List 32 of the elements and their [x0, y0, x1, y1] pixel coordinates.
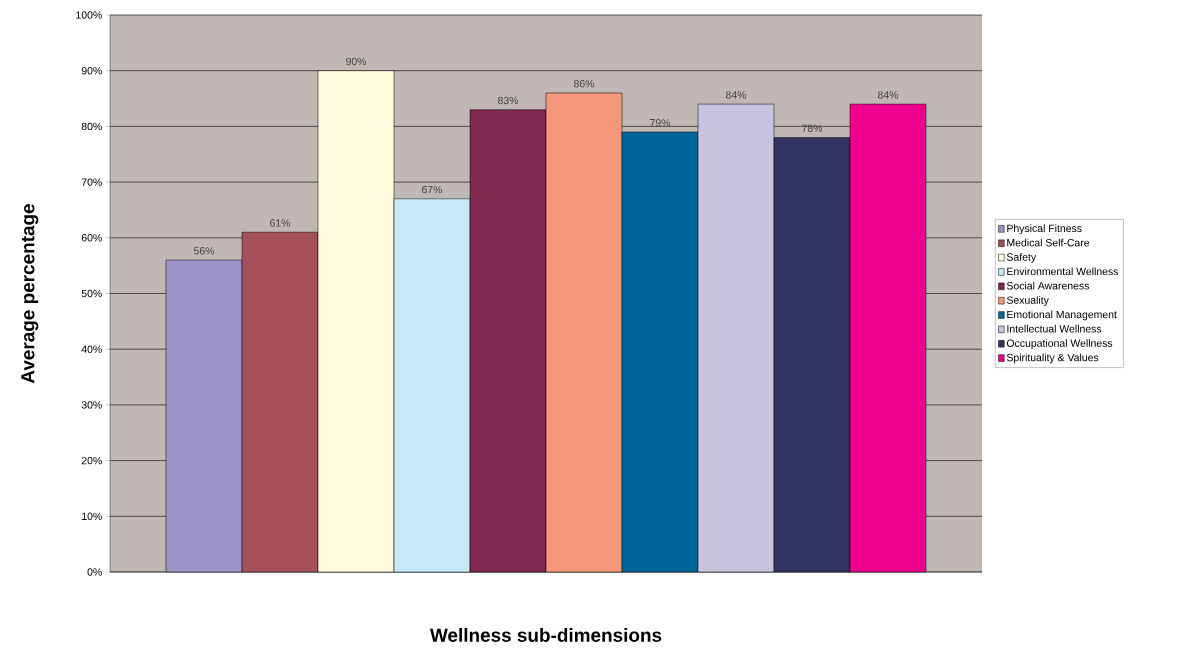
legend-label: Physical Fitness [1007, 224, 1082, 235]
legend-label: Intellectual Wellness [1007, 324, 1102, 333]
data-label: 61% [270, 219, 291, 227]
legend-label: Social Awareness [1006, 281, 1089, 290]
legend-label: Sexuality [1006, 296, 1049, 306]
y-tick-label: 70% [81, 178, 102, 186]
y-tick-label: 30% [81, 401, 102, 409]
data-label: 56% [193, 247, 215, 255]
y-tick-label: 20% [81, 456, 102, 465]
y-tick-label: 40% [81, 345, 102, 353]
data-label: 83% [497, 96, 519, 105]
y-tick-label: 80% [81, 122, 102, 131]
data-label: 84% [878, 91, 899, 99]
x-axis-title: Wellness sub-dimensions [429, 627, 662, 642]
data-label: 67% [422, 185, 443, 194]
legend-label: Spirituality & Values [1006, 353, 1099, 364]
y-tick-label: 100% [76, 11, 102, 19]
y-tick-label: 0% [87, 568, 102, 576]
data-label: 79% [650, 119, 671, 127]
legend-label: Medical Self-Care [1007, 238, 1090, 247]
data-label: 86% [573, 80, 595, 88]
data-label: 84% [726, 91, 747, 99]
legend-label: Environmental Wellness [1007, 267, 1119, 276]
legend-label: Occupational Wellness [1006, 339, 1113, 349]
y-tick-label: 60% [81, 234, 102, 242]
data-label: 90% [346, 57, 367, 66]
y-tick-label: 50% [81, 289, 102, 298]
y-tick-label: 90% [81, 67, 102, 75]
y-tick-label: 10% [82, 512, 102, 521]
legend-label: Safety [1006, 253, 1037, 263]
y-axis-title: Average percentage [21, 204, 39, 384]
legend-label: Emotional Management [1007, 310, 1117, 321]
